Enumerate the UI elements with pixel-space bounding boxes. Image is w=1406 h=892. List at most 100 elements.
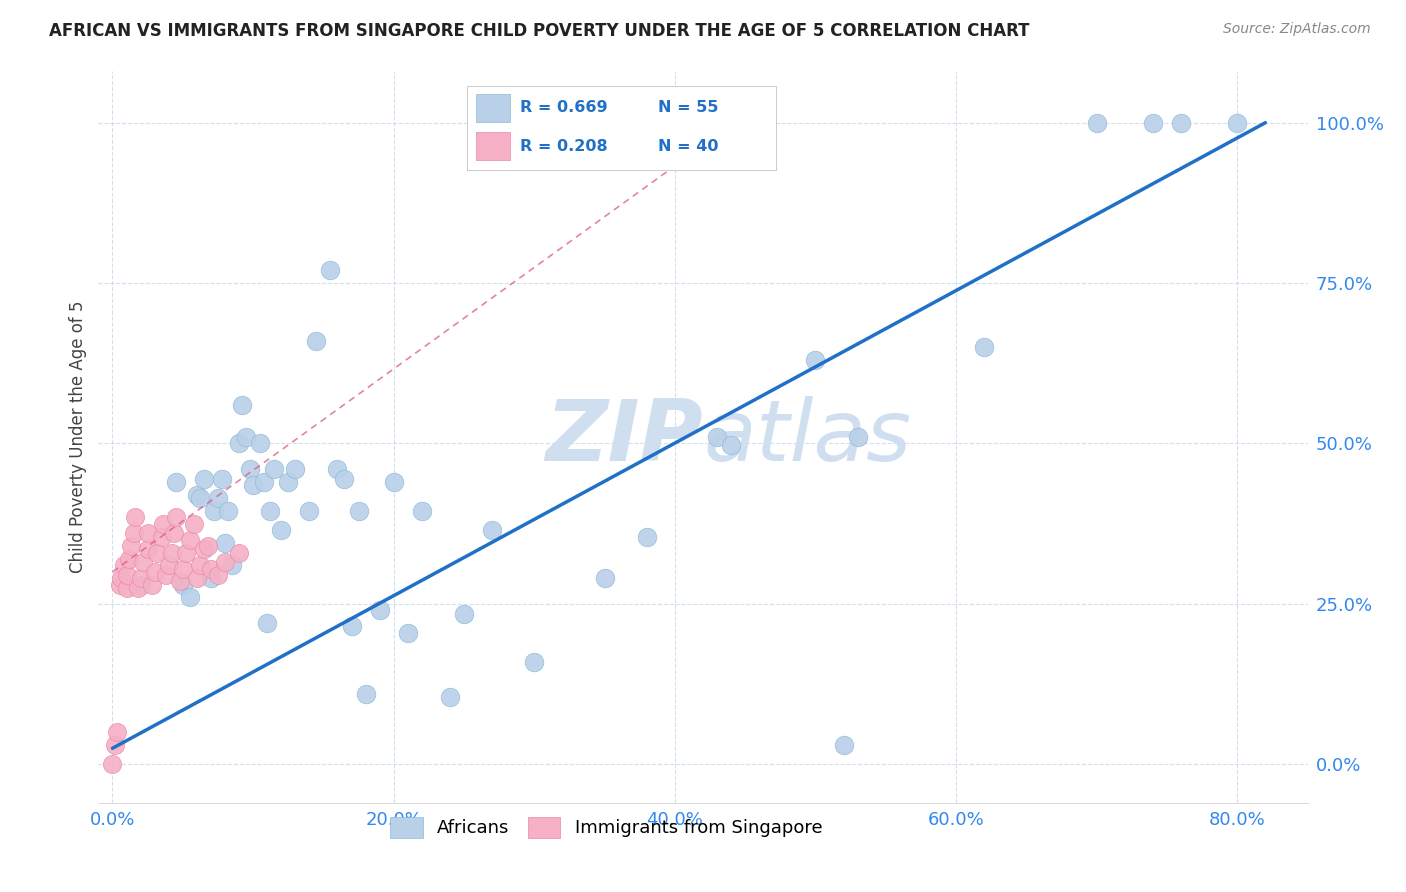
Point — [207, 491, 229, 505]
Text: atlas: atlas — [703, 395, 911, 479]
Point — [193, 472, 215, 486]
Point — [165, 510, 187, 524]
Point — [165, 475, 187, 489]
Point — [239, 462, 262, 476]
Point — [200, 561, 222, 575]
Point — [152, 516, 174, 531]
Point — [136, 542, 159, 557]
Point — [193, 542, 215, 557]
Point — [284, 462, 307, 476]
Point — [174, 545, 197, 559]
Point — [200, 571, 222, 585]
Point — [319, 263, 342, 277]
Point — [172, 577, 194, 591]
Point — [163, 526, 186, 541]
Point — [101, 757, 124, 772]
Point — [160, 545, 183, 559]
Point — [104, 738, 127, 752]
Point — [228, 436, 250, 450]
Point — [347, 504, 370, 518]
Point — [354, 687, 377, 701]
Point — [253, 475, 276, 489]
Point — [832, 738, 855, 752]
Point — [396, 625, 419, 640]
Point — [179, 533, 201, 547]
Point — [340, 619, 363, 633]
Point — [305, 334, 328, 348]
Point — [1226, 116, 1249, 130]
Point — [143, 565, 166, 579]
Y-axis label: Child Poverty Under the Age of 5: Child Poverty Under the Age of 5 — [69, 301, 87, 574]
Point — [231, 398, 253, 412]
Point — [157, 558, 180, 573]
Point — [221, 558, 243, 573]
Point — [127, 581, 149, 595]
Point — [1170, 116, 1192, 130]
Point — [453, 607, 475, 621]
Point — [249, 436, 271, 450]
Point — [115, 568, 138, 582]
Point — [155, 568, 177, 582]
Point — [211, 472, 233, 486]
Point — [129, 577, 152, 591]
Point — [214, 536, 236, 550]
Point — [523, 655, 546, 669]
Point — [1142, 116, 1164, 130]
Point — [270, 523, 292, 537]
Point — [115, 581, 138, 595]
Point — [804, 353, 827, 368]
Point — [186, 571, 208, 585]
Point — [132, 555, 155, 569]
Point — [186, 488, 208, 502]
Point — [141, 577, 163, 591]
Point — [197, 539, 219, 553]
Legend: Africans, Immigrants from Singapore: Africans, Immigrants from Singapore — [382, 810, 830, 845]
Point — [214, 555, 236, 569]
Point — [118, 552, 141, 566]
Point — [105, 725, 128, 739]
Point — [207, 568, 229, 582]
Text: Source: ZipAtlas.com: Source: ZipAtlas.com — [1223, 22, 1371, 37]
Point — [188, 491, 211, 505]
Text: AFRICAN VS IMMIGRANTS FROM SINGAPORE CHILD POVERTY UNDER THE AGE OF 5 CORRELATIO: AFRICAN VS IMMIGRANTS FROM SINGAPORE CHI… — [49, 22, 1029, 40]
Point — [298, 504, 321, 518]
Point — [146, 545, 169, 559]
Point — [217, 504, 239, 518]
Point — [263, 462, 285, 476]
Point — [120, 539, 142, 553]
Point — [108, 577, 131, 591]
Point — [110, 571, 132, 585]
Point — [720, 438, 742, 452]
Point — [242, 478, 264, 492]
Point — [636, 529, 658, 543]
Point — [481, 523, 503, 537]
Point — [188, 558, 211, 573]
Point — [122, 526, 145, 541]
Text: ZIP: ZIP — [546, 395, 703, 479]
Point — [439, 690, 461, 704]
Point — [202, 504, 225, 518]
Point — [382, 475, 405, 489]
Point — [150, 529, 173, 543]
Point — [256, 616, 278, 631]
Point — [259, 504, 281, 518]
Point — [846, 430, 869, 444]
Point — [973, 340, 995, 354]
Point — [124, 510, 146, 524]
Point — [411, 504, 433, 518]
Point — [368, 603, 391, 617]
Point — [326, 462, 349, 476]
Point — [1085, 116, 1108, 130]
Point — [235, 430, 257, 444]
Point — [277, 475, 299, 489]
Point — [179, 591, 201, 605]
Point — [228, 545, 250, 559]
Point — [183, 516, 205, 531]
Point — [136, 526, 159, 541]
Point — [333, 472, 356, 486]
Point — [129, 571, 152, 585]
Point — [169, 574, 191, 589]
Point — [706, 430, 728, 444]
Point — [112, 558, 135, 573]
Point — [172, 561, 194, 575]
